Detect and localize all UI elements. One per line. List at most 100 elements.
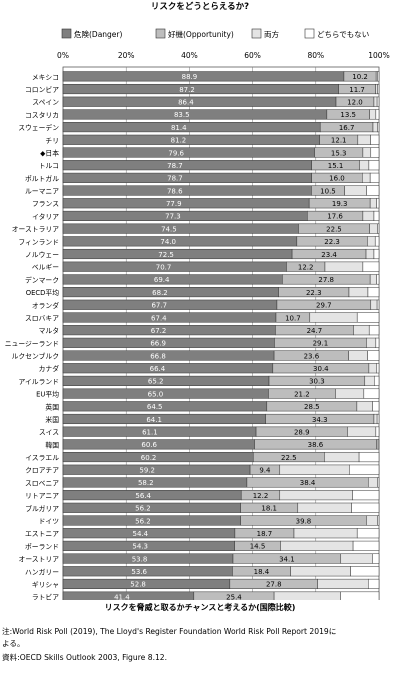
data-label: 15.1 — [328, 162, 344, 170]
category-label: コスタリカ — [25, 110, 59, 119]
bar-segment — [62, 363, 274, 374]
bar-segment — [62, 515, 241, 526]
bar-segment — [369, 274, 377, 285]
bar-segment — [348, 350, 368, 361]
bar-segment — [370, 299, 378, 310]
data-label: 11.7 — [349, 86, 365, 94]
bar-segment — [62, 287, 279, 298]
data-label: 86.4 — [178, 99, 194, 107]
data-label: 66.9 — [150, 340, 166, 348]
bar-segment — [62, 299, 278, 310]
data-label: 27.8 — [266, 581, 282, 589]
bar-segment — [62, 439, 255, 450]
data-label: 56.4 — [135, 492, 151, 500]
legend-label: 好機(Opportunity) — [168, 29, 234, 39]
category-label: フランス — [32, 200, 59, 208]
bar-segment — [368, 363, 378, 374]
x-tick-label: 100% — [368, 51, 389, 60]
category-label: EU平均 — [36, 390, 59, 399]
category-label: スロベニア — [25, 479, 59, 487]
bar-segment — [363, 388, 380, 399]
legend-label: どちらでもない — [317, 30, 369, 39]
bar-segment — [62, 566, 233, 577]
category-label: OECD平均 — [26, 288, 59, 297]
bar-segment — [340, 591, 380, 602]
category-label: ドイツ — [39, 517, 60, 525]
bar-segment — [324, 451, 360, 463]
bar-segment — [369, 172, 380, 183]
data-label: 22.5 — [281, 454, 297, 462]
category-label: イタリア — [32, 212, 59, 221]
bar-segment — [348, 287, 369, 298]
bar-segment — [373, 413, 378, 425]
bar-segment — [368, 160, 380, 171]
data-label: 22.5 — [326, 225, 342, 233]
category-label: ポルトガル — [25, 174, 59, 183]
bar-segment — [335, 388, 365, 399]
bar-segment — [364, 375, 375, 386]
category-label: ルクセンブルク — [12, 352, 59, 361]
category-label: スウェーデン — [18, 123, 59, 132]
data-label: 69.4 — [154, 276, 170, 284]
bar-segment — [309, 312, 358, 323]
stacked-bar-chart: リスクをどうとらえるか? 危険(Danger) 好機(Opportunity) 両方 ど… — [5, 1, 390, 605]
data-label: 19.3 — [332, 200, 348, 208]
bar-segment — [352, 540, 380, 551]
category-label: 韓国 — [45, 440, 59, 449]
bar-segment — [372, 401, 380, 412]
bar-segment — [349, 464, 380, 475]
bar-segment — [62, 223, 299, 234]
category-label: チリ — [45, 137, 59, 145]
data-label: 21.2 — [294, 390, 310, 398]
bar-segment — [376, 198, 380, 209]
bar-segment — [62, 490, 242, 501]
bar-segment — [356, 401, 373, 412]
data-label: 66.4 — [150, 365, 166, 373]
bar-segment — [356, 312, 380, 323]
bar-segment — [62, 122, 321, 133]
bar-segment — [362, 261, 380, 272]
bar-segment — [290, 566, 351, 577]
data-label: 64.1 — [146, 416, 162, 424]
bar-segment — [374, 236, 380, 247]
data-label: 61.1 — [142, 428, 158, 436]
category-label: スペイン — [32, 99, 59, 107]
bar-segment — [62, 578, 231, 589]
source-line: 資料:OECD Skills Outlook 2003, Figure 8.12… — [2, 653, 168, 662]
data-label: 13.5 — [340, 111, 356, 119]
bar-segment — [376, 96, 380, 107]
data-label: 41.4 — [114, 593, 130, 600]
category-label: ラトビア — [32, 593, 59, 600]
category-label: スロバキア — [25, 314, 59, 322]
bar-segment — [356, 528, 380, 539]
bar-segment — [375, 337, 380, 348]
chart-title: リスクをどうとらえるか? — [151, 1, 249, 12]
category-label: ノルウェー — [25, 251, 59, 259]
bar-segment — [62, 185, 312, 196]
category-label: 英国 — [45, 402, 59, 411]
data-label: 70.7 — [156, 263, 172, 271]
bar-segment — [62, 210, 308, 221]
data-label: 30.4 — [313, 365, 329, 373]
data-label: 14.5 — [250, 543, 266, 551]
bar-segment — [369, 223, 378, 234]
bar-segment — [293, 528, 358, 539]
category-label: ◆日本 — [40, 148, 59, 157]
bar-segment — [350, 566, 380, 577]
data-label: 10.2 — [352, 73, 368, 81]
category-label: オーストラリア — [12, 226, 59, 234]
data-label: 66.8 — [150, 352, 166, 360]
bar-segment — [372, 553, 380, 564]
bar-segment — [62, 337, 275, 348]
category-label: ギリシャ — [32, 581, 59, 589]
bar-segment — [344, 185, 367, 196]
data-label: 10.7 — [285, 314, 301, 322]
data-label: 39.8 — [296, 517, 312, 525]
bar-segment — [358, 451, 380, 463]
data-label: 78.7 — [167, 162, 183, 170]
data-label: 67.7 — [151, 302, 167, 310]
category-label: ブルガリア — [25, 504, 59, 513]
category-label: マルタ — [39, 326, 59, 335]
category-label: ルーマニア — [25, 188, 59, 196]
bar-segment — [377, 477, 380, 488]
